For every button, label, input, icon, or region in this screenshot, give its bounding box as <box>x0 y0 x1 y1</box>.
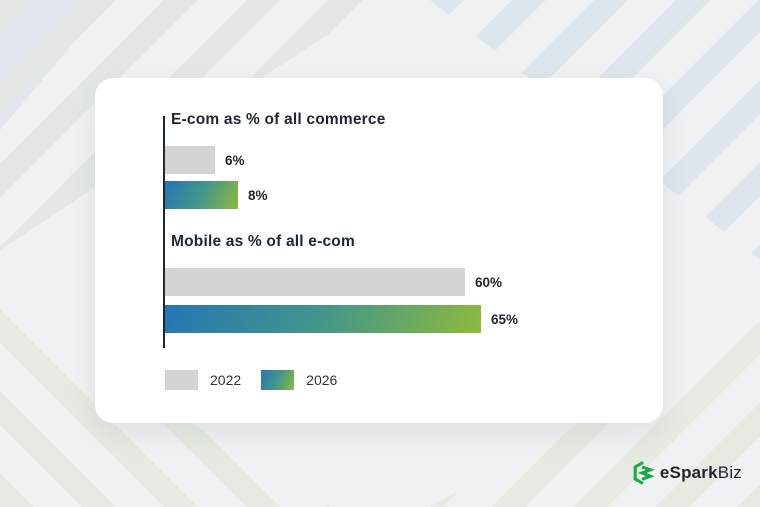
esparkbiz-logo: eSparkBiz <box>632 461 742 485</box>
chart-axis-line <box>163 116 165 348</box>
bar-value-label: 8% <box>248 187 268 203</box>
bar-value-label: 6% <box>225 152 245 168</box>
bar-value-label: 65% <box>491 311 519 327</box>
bar-row-ecom-2022: 6% <box>165 146 245 174</box>
bar-ecom-2026 <box>165 181 238 209</box>
legend-item-2026: 2026 <box>261 370 337 390</box>
bar-value-label: 60% <box>475 274 503 290</box>
corner-tint-decoration <box>0 0 110 130</box>
legend-label-2026: 2026 <box>306 372 338 388</box>
legend-swatch-2026 <box>261 370 295 390</box>
brand-name-light: Biz <box>717 463 742 482</box>
esparkbiz-wordmark: eSparkBiz <box>660 463 742 483</box>
bar-mobile-2022 <box>165 268 465 296</box>
brand-name-bold: eSpark <box>659 463 718 482</box>
section-title-mobile-share: Mobile as % of all e-com <box>171 233 355 250</box>
chart-card: E-com as % of all commerce 6% 8% Mobile … <box>95 78 663 423</box>
section-title-ecom-share: E-com as % of all commerce <box>171 111 386 128</box>
bar-ecom-2022 <box>165 146 215 174</box>
esparkbiz-logo-icon <box>633 461 654 485</box>
legend-item-2022: 2022 <box>165 370 241 390</box>
bar-row-ecom-2026: 8% <box>165 181 268 209</box>
bar-row-mobile-2022: 60% <box>165 268 502 296</box>
bar-mobile-2026 <box>165 305 481 333</box>
legend-label-2022: 2022 <box>210 372 242 388</box>
chart-legend: 2022 2026 <box>165 370 337 390</box>
legend-swatch-2022 <box>165 370 198 390</box>
bar-row-mobile-2026: 65% <box>165 305 518 333</box>
